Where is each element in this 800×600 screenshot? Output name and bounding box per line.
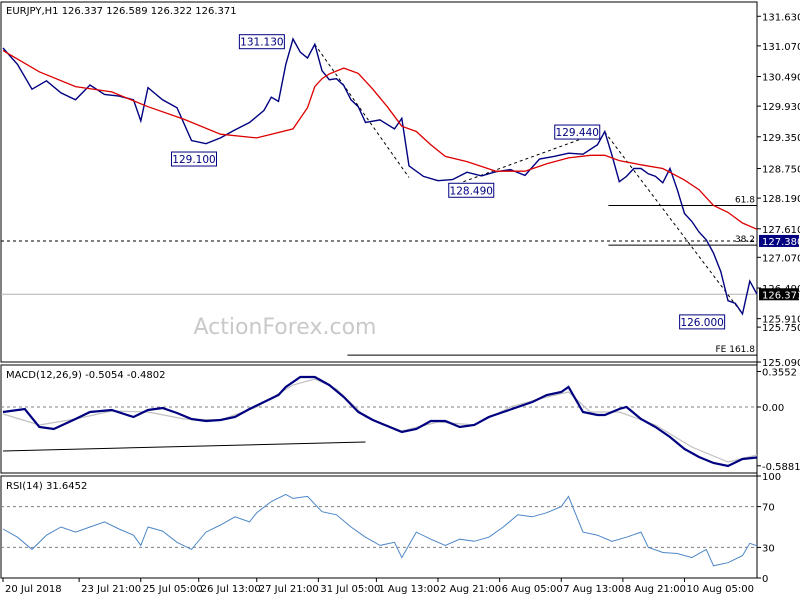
y-tick-label: 131.070 — [762, 42, 800, 53]
level-badge-label: 127.380 — [762, 237, 800, 248]
current-price-label: 126.371 — [762, 290, 800, 301]
macd-series-macd — [2, 375, 758, 468]
y-tick-label: 128.750 — [762, 165, 800, 176]
current-price-badge — [759, 288, 799, 301]
macd-y-tick-label: -0.5881 — [762, 462, 800, 473]
rsi-y-tick-label: 70 — [762, 503, 775, 514]
macd-title: MACD(12,26,9) -0.5054 -0.4802 — [6, 370, 166, 381]
x-tick-label: 1 Aug 13:00 — [378, 584, 439, 595]
rsi-y-tick-label: 30 — [762, 543, 775, 554]
trendline-0 — [314, 44, 410, 178]
y-tick-label: 125.910 — [762, 315, 800, 326]
chart-header: EURJPY,H1 126.337 126.589 126.322 126.37… — [6, 6, 237, 17]
callout-label: 129.440 — [556, 127, 599, 139]
callout-box — [448, 182, 495, 198]
fib-label: FE 161.8 — [716, 345, 756, 355]
x-tick-label: 7 Aug 13:00 — [563, 584, 624, 595]
macd-trendline-0 — [2, 441, 366, 452]
watermark: ActionForex.com — [194, 315, 377, 340]
rsi-y-tick-label: 100 — [762, 472, 781, 483]
y-tick-label: 129.930 — [762, 102, 800, 113]
x-tick-label: 20 Jul 2018 — [5, 584, 62, 595]
y-tick-label: 125.090 — [762, 358, 800, 369]
y-tick-label: 125.750 — [762, 323, 800, 334]
y-tick-label: 130.490 — [762, 73, 800, 84]
x-tick-label: 10 Aug 05:00 — [687, 584, 754, 595]
y-tick-label: 129.350 — [762, 133, 800, 144]
x-tick-label: 23 Jul 21:00 — [81, 584, 141, 595]
level-badge — [759, 234, 799, 247]
macd-y-tick-label: 0.00 — [762, 403, 784, 414]
callout-box — [171, 151, 217, 167]
x-tick-label: 6 Aug 05:00 — [502, 584, 563, 595]
x-tick-label: 31 Jul 05:00 — [320, 584, 380, 595]
fib-label: 61.8 — [735, 196, 755, 206]
callout-box — [679, 314, 726, 330]
x-tick-label: 25 Jul 05:00 — [143, 584, 203, 595]
rsi-series-rsi — [2, 493, 758, 567]
y-tick-label: 127.610 — [762, 225, 800, 236]
callout-label: 128.490 — [450, 185, 493, 197]
callout-box — [554, 124, 601, 140]
rsi-title: RSI(14) 31.6452 — [6, 481, 87, 492]
series-ma — [2, 50, 758, 230]
x-tick-label: 2 Aug 21:00 — [440, 584, 501, 595]
y-tick-label: 131.630 — [762, 12, 800, 23]
x-tick-label: 26 Jul 13:00 — [201, 584, 261, 595]
y-tick-label: 128.190 — [762, 194, 800, 205]
macd-panel-frame — [0, 364, 758, 474]
y-tick-label: 127.070 — [762, 253, 800, 264]
fib-label: 38.2 — [735, 235, 755, 245]
callout-box — [238, 34, 285, 50]
x-tick-label: 8 Aug 21:00 — [625, 584, 686, 595]
callout-label: 131.130 — [240, 37, 283, 49]
trendline-1 — [604, 131, 743, 315]
price-panel-frame — [0, 1, 758, 363]
callout-label: 126.000 — [680, 317, 723, 329]
x-tick-label: 27 Jul 21:00 — [259, 584, 319, 595]
callout-label: 129.100 — [172, 154, 215, 166]
rsi-y-tick-label: 0 — [762, 574, 768, 585]
macd-y-tick-label: 0.3552 — [762, 367, 797, 378]
series-price — [2, 37, 758, 316]
